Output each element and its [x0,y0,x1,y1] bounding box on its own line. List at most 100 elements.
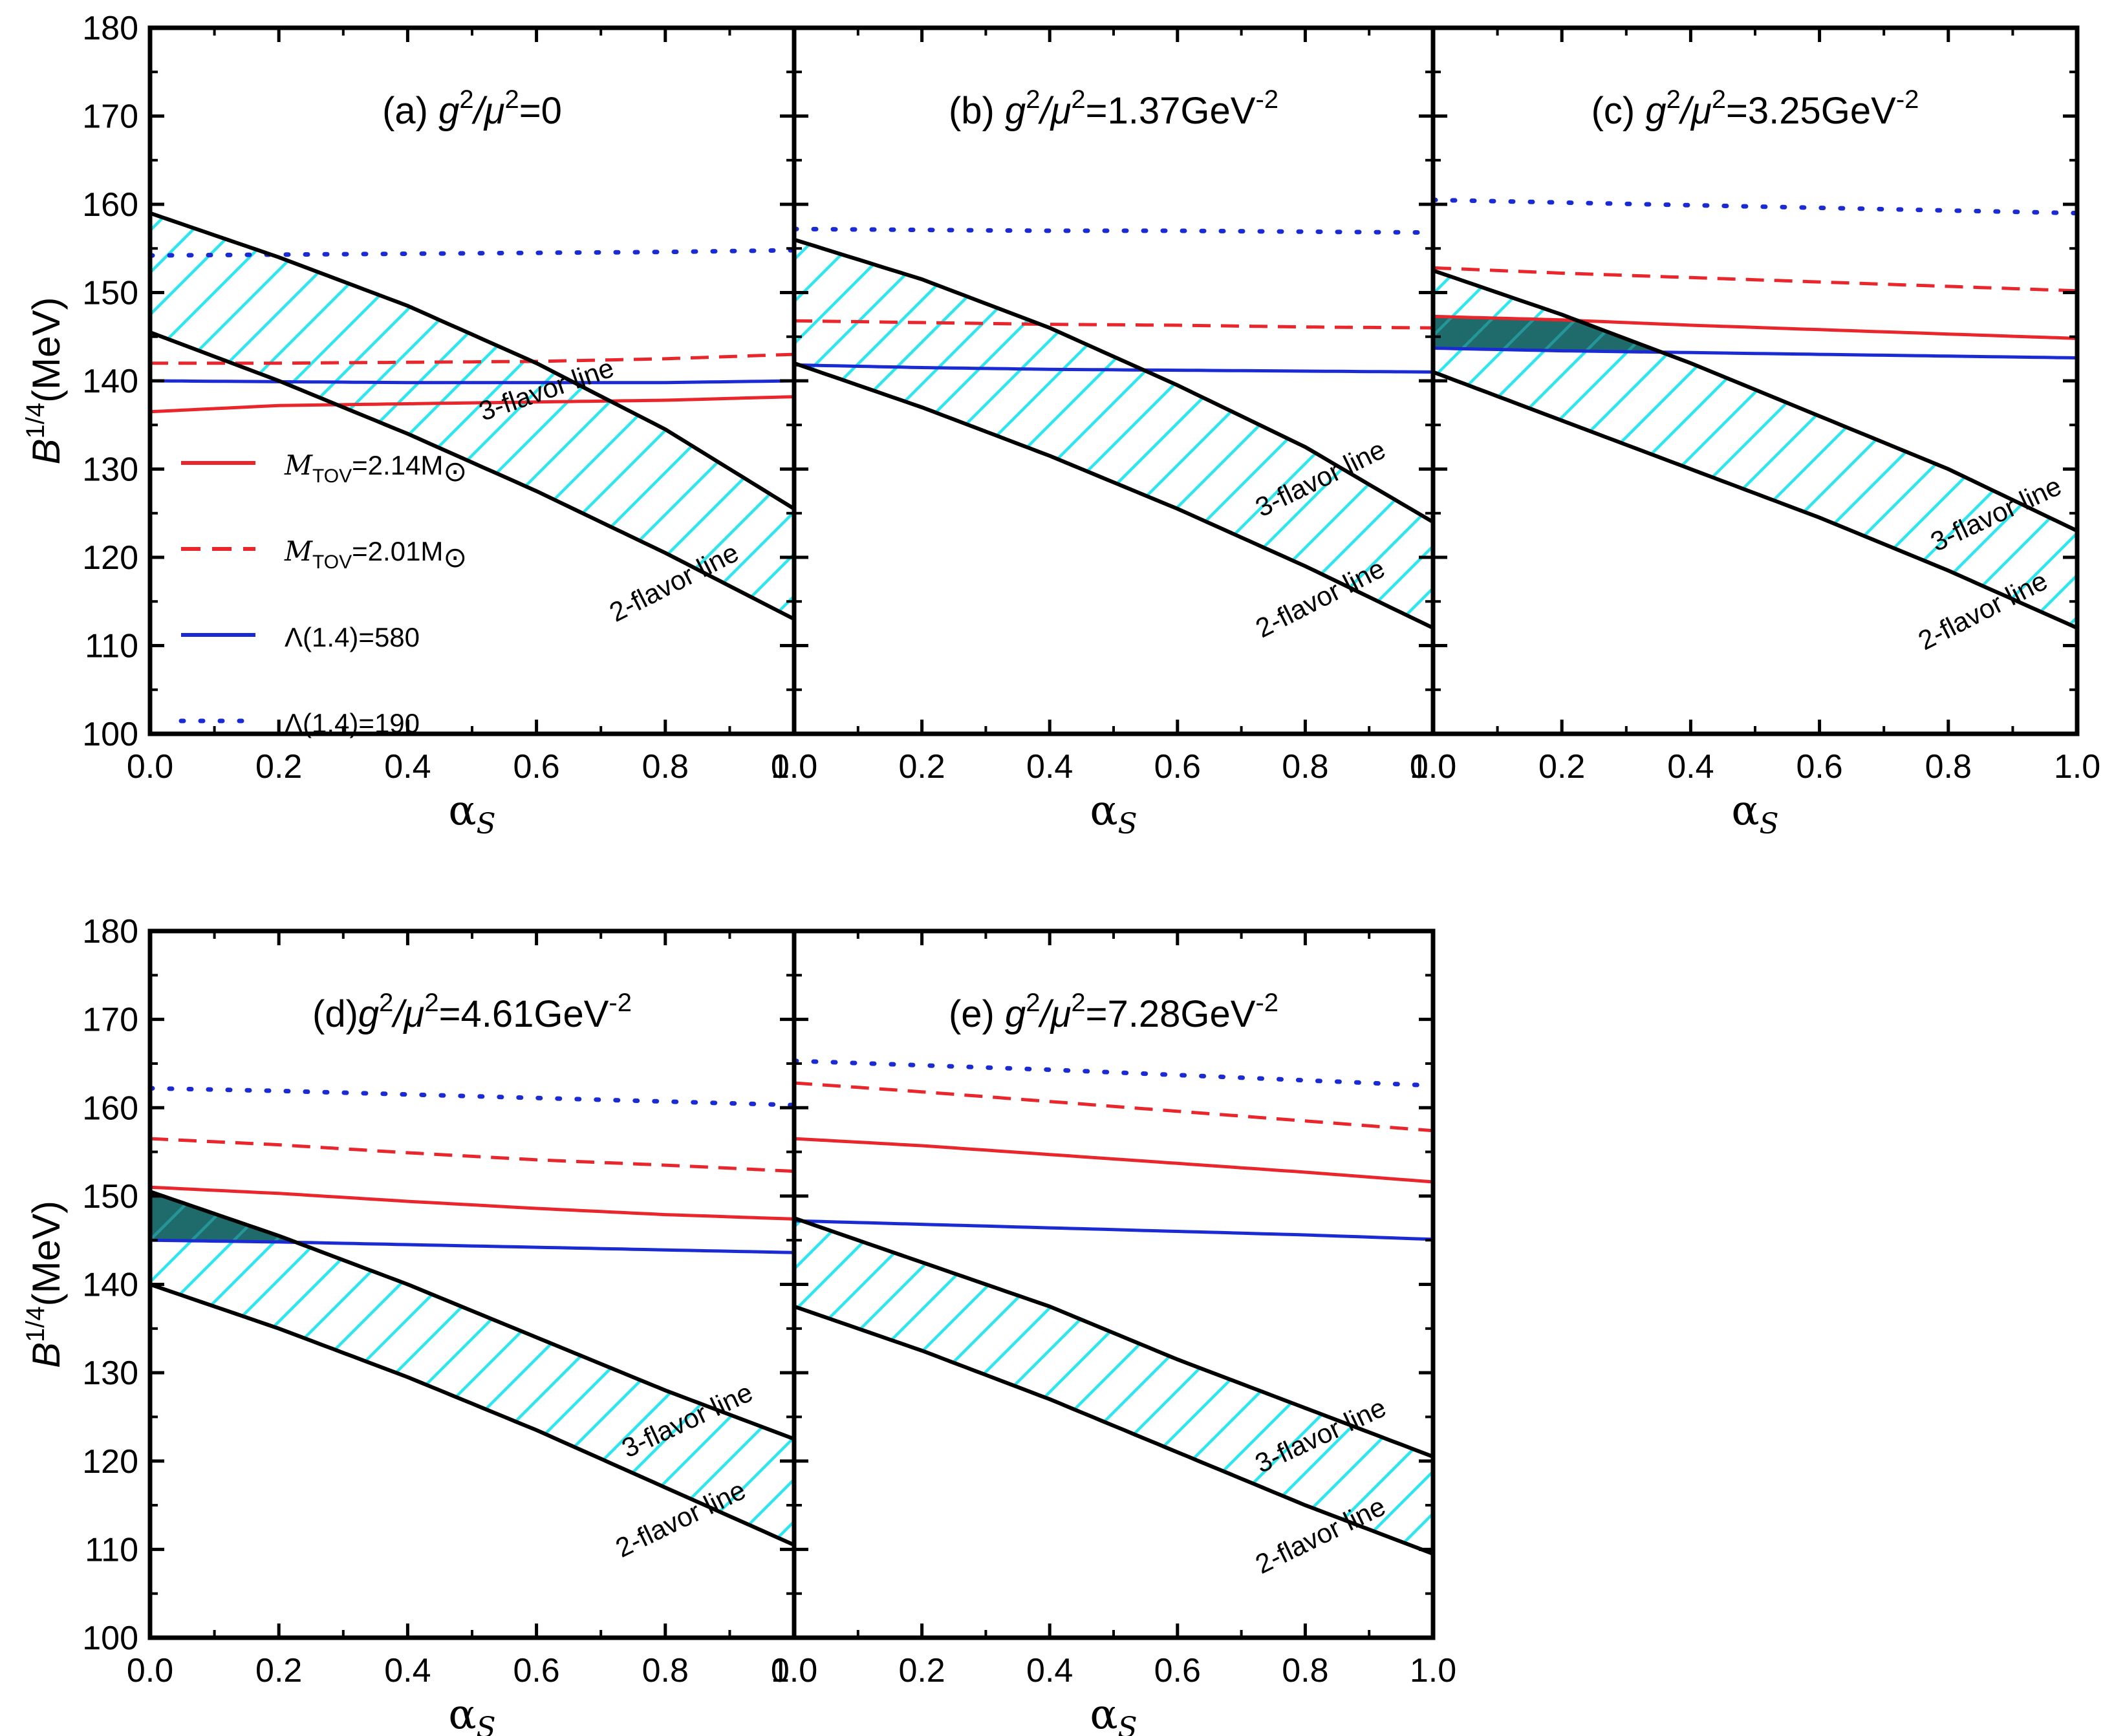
x-tick-label-a-2: 0.4 [384,748,431,786]
three-flavor-line-b [794,237,1433,524]
x-tick-label-a-5: 1.0 [771,748,817,786]
x-tick-label-d-3: 0.6 [513,1652,559,1689]
y-tick-label-a-3: 130 [82,451,138,489]
y-tick-label-a-7: 170 [82,98,138,136]
two-flavor-line-e [794,1304,1433,1556]
x-axis-label-e: αS [1090,1691,1137,1736]
x-tick-label-a-1: 0.2 [255,748,302,786]
series-lambda-190-e [794,1058,1433,1088]
x-tick-label-a-3: 0.6 [513,748,559,786]
x-tick-label-c-5: 1.0 [2054,748,2100,786]
x-tick-label-e-5: 1.0 [1410,1652,1456,1689]
three-flavor-line-d [150,1190,794,1441]
y-tick-label-a-0: 100 [82,716,138,753]
panel-title-b: (b) g2/μ2=1.37GeV-2 [949,85,1278,132]
two-flavor-line-c [1433,370,2077,630]
legend-label-2: Λ(1.4)=580 [285,622,420,652]
y-tick-label-a-5: 150 [82,275,138,312]
y-tick-label-d-8: 180 [82,913,138,950]
series-mtov-201-b [794,319,1433,330]
series-mtov-214-e [794,1137,1433,1184]
two-flavor-line-a [150,330,794,621]
y-tick-label-d-7: 170 [82,1002,138,1039]
legend-label-0: MTOV=2.14M⊙ [284,449,467,488]
allowed-band-e [794,1218,1433,1554]
x-tick-label-b-4: 0.8 [1282,748,1328,786]
x-axis-label-d: αS [448,1691,495,1736]
allowed-band-c [1433,270,2077,628]
series-lambda-580-b [794,363,1433,374]
x-tick-label-b-3: 0.6 [1154,748,1201,786]
x-axis-label-a: αS [448,787,495,841]
allowed-band-d [150,1192,794,1545]
panel-title-e: (e) g2/μ2=7.28GeV-2 [949,989,1278,1035]
series-mtov-201-c [1433,266,2077,293]
y-tick-label-d-2: 120 [82,1443,138,1481]
y-tick-label-d-4: 140 [82,1267,138,1304]
three-flavor-line-e [794,1216,1433,1459]
allowed-band-b [794,239,1433,628]
panel-d-plot-area [150,1086,794,1547]
x-tick-label-c-2: 0.4 [1667,748,1714,786]
panel-c-plot-area [1433,197,2077,630]
x-tick-label-e-2: 0.4 [1026,1652,1073,1689]
allowed-band-a [150,213,794,619]
y-tick-label-a-8: 180 [82,10,138,47]
panel-title-a: (a) g2/μ2=0 [382,85,562,132]
panel-a-plot-area [150,211,794,621]
series-mtov-201-e [794,1081,1433,1133]
y-axis-label-a: B1/4(MeV) [21,297,68,465]
panel-title-c: (c) g2/μ2=3.25GeV-2 [1591,85,1919,132]
y-tick-label-d-0: 100 [82,1620,138,1657]
x-tick-label-a-0: 0.0 [127,748,173,786]
x-tick-label-e-1: 0.2 [898,1652,945,1689]
series-mtov-214-c [1433,314,2077,340]
x-tick-label-b-5: 1.0 [1410,748,1456,786]
series-mtov-201-d [150,1137,794,1173]
legend: MTOV=2.14M⊙ MTOV=2.01M⊙ Λ(1.4)=580 Λ(1.4)=1… [178,449,467,738]
x-tick-label-b-1: 0.2 [898,748,945,786]
x-tick-label-e-0: 0.0 [771,1652,817,1689]
series-mtov-201-a [150,352,794,365]
series-lambda-580-c [1433,347,2077,359]
y-tick-label-a-4: 140 [82,363,138,400]
y-tick-label-d-5: 150 [82,1178,138,1216]
two-flavor-line-b [794,361,1433,630]
series-lambda-580-e [794,1219,1433,1241]
x-tick-label-c-0: 0.0 [1410,748,1456,786]
x-tick-label-a-4: 0.8 [642,748,689,786]
x-tick-label-d-4: 0.8 [642,1652,689,1689]
y-tick-label-a-6: 160 [82,186,138,224]
three-flavor-line-a [150,211,794,511]
y-tick-label-d-1: 110 [85,1531,138,1569]
overlap-hatch-c [1433,316,1698,353]
overlap-hatch-d [150,1192,337,1243]
series-lambda-190-c [1433,197,2077,216]
y-tick-label-d-3: 130 [82,1355,138,1392]
panel-title-d: (d)g2/μ2=4.61GeV-2 [312,989,632,1035]
y-tick-label-a-1: 110 [85,628,138,665]
series-lambda-580-d [150,1238,794,1254]
x-tick-label-b-0: 0.0 [771,748,817,786]
x-axis-label-b: αS [1090,787,1137,841]
y-tick-label-d-6: 160 [82,1089,138,1127]
series-lambda-190-b [794,226,1433,235]
x-tick-label-e-3: 0.6 [1154,1652,1201,1689]
series-mtov-214-d [150,1185,794,1221]
x-tick-label-d-5: 1.0 [771,1652,817,1689]
x-tick-label-b-2: 0.4 [1026,748,1073,786]
x-tick-label-e-4: 0.8 [1282,1652,1328,1689]
two-flavor-line-d [150,1282,794,1547]
x-tick-label-d-1: 0.2 [255,1652,302,1689]
x-tick-label-d-2: 0.4 [384,1652,431,1689]
series-lambda-580-a [150,379,794,385]
panel-b-plot-area [794,226,1433,630]
legend-label-1: MTOV=2.01M⊙ [284,535,467,573]
series-lambda-190-d [150,1086,794,1108]
